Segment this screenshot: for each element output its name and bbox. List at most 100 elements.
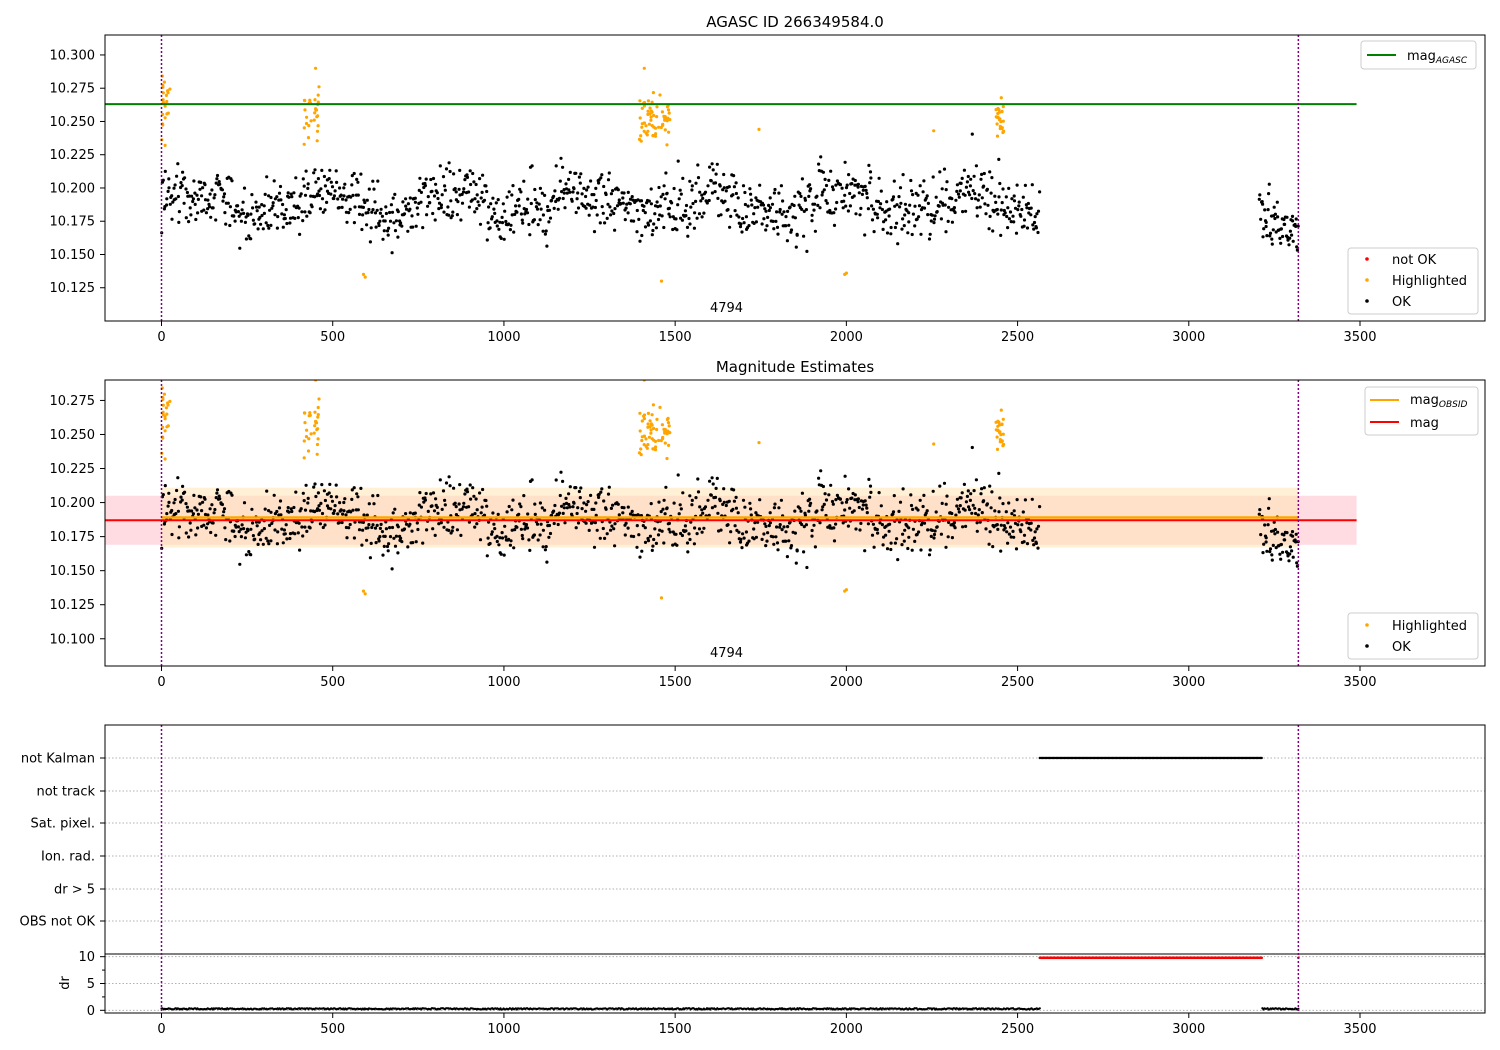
ok-point	[716, 196, 720, 200]
ok-point	[622, 506, 626, 510]
ok-point	[1033, 215, 1037, 219]
ok-point	[617, 198, 621, 202]
highlighted-point	[648, 106, 652, 110]
ok-point	[390, 525, 395, 530]
ok-point	[517, 197, 521, 201]
ok-point	[418, 176, 422, 180]
ok-point	[203, 497, 207, 501]
ok-point	[982, 499, 986, 503]
ok-point	[352, 221, 356, 225]
highlighted-point	[162, 392, 166, 396]
ok-point	[512, 546, 516, 550]
ok-point	[449, 199, 453, 203]
ok-point	[236, 204, 240, 208]
ok-point	[857, 505, 861, 510]
ok-point	[993, 509, 997, 513]
ok-point	[478, 177, 482, 181]
ok-point	[423, 184, 427, 188]
ok-point	[961, 210, 965, 214]
ok-point	[1038, 190, 1042, 194]
ok-point	[384, 211, 388, 216]
ok-point	[232, 529, 236, 533]
ok-point	[615, 204, 620, 208]
ok-point	[994, 200, 998, 204]
ok-point	[671, 543, 675, 547]
ok-point	[838, 183, 843, 187]
legend-highlighted: Highlighted	[1392, 274, 1467, 289]
ok-point	[1001, 187, 1005, 191]
ok-point	[1002, 524, 1006, 528]
ok-point	[329, 192, 333, 196]
ok-point	[856, 182, 861, 186]
ok-point	[185, 190, 189, 195]
ok-point	[635, 208, 639, 213]
ok-point	[747, 224, 751, 228]
ok-point	[327, 177, 331, 181]
ok-point	[218, 182, 222, 186]
ok-point	[577, 175, 582, 179]
ok-point	[269, 510, 273, 514]
ok-point	[448, 484, 452, 488]
ok-point	[856, 497, 861, 501]
ok-point	[342, 509, 346, 513]
ok-point	[782, 210, 786, 214]
ok-point	[465, 490, 470, 494]
ok-point	[284, 208, 288, 212]
dr-ok-point	[1038, 1007, 1041, 1010]
ok-point	[426, 204, 430, 208]
ok-point	[176, 194, 180, 199]
ok-point	[879, 504, 883, 508]
ok-point	[313, 482, 317, 486]
ok-point	[260, 529, 264, 533]
highlighted-point	[309, 432, 313, 436]
ok-point	[373, 200, 377, 204]
ok-point	[824, 183, 829, 188]
ok-point	[350, 183, 354, 187]
x-tick-label: 1000	[487, 1022, 520, 1037]
ok-point	[871, 207, 876, 211]
ok-point	[462, 501, 466, 505]
ok-point	[432, 509, 437, 513]
ok-point	[533, 502, 537, 506]
ok-point	[431, 491, 436, 495]
ok-point	[680, 218, 685, 222]
ok-point	[835, 493, 840, 497]
ok-point	[997, 471, 1001, 475]
ok-point	[342, 186, 346, 190]
ok-point	[296, 216, 300, 220]
ok-point	[812, 523, 816, 527]
ok-point	[255, 209, 259, 213]
ok-point	[259, 222, 263, 226]
ok-point	[208, 192, 212, 196]
ok-point	[1036, 524, 1041, 528]
ok-point	[204, 211, 208, 215]
ok-point	[781, 199, 785, 203]
ok-point	[406, 229, 410, 233]
ok-point	[353, 520, 357, 524]
ok-point	[605, 216, 609, 220]
ok-point	[329, 180, 333, 184]
ok-point	[1273, 527, 1277, 532]
ok-point	[913, 539, 917, 544]
highlighted-point	[313, 111, 317, 115]
highlighted-point	[640, 122, 644, 126]
ok-point	[301, 491, 305, 495]
ok-point	[401, 200, 405, 204]
ok-point	[465, 173, 469, 177]
highlighted-point	[650, 423, 654, 427]
ok-point	[342, 194, 346, 198]
ok-point	[927, 237, 932, 241]
ok-point	[954, 513, 958, 517]
ok-point	[402, 212, 407, 216]
ok-point	[799, 194, 803, 198]
ok-point	[946, 535, 950, 539]
ok-point	[1029, 213, 1033, 217]
ok-point	[896, 242, 900, 246]
ok-point	[171, 200, 175, 204]
ok-point	[184, 187, 188, 191]
ok-point	[218, 497, 222, 501]
ok-point	[1282, 533, 1286, 537]
ok-point	[563, 521, 567, 525]
ok-point	[233, 219, 237, 223]
highlighted-point	[657, 438, 661, 443]
